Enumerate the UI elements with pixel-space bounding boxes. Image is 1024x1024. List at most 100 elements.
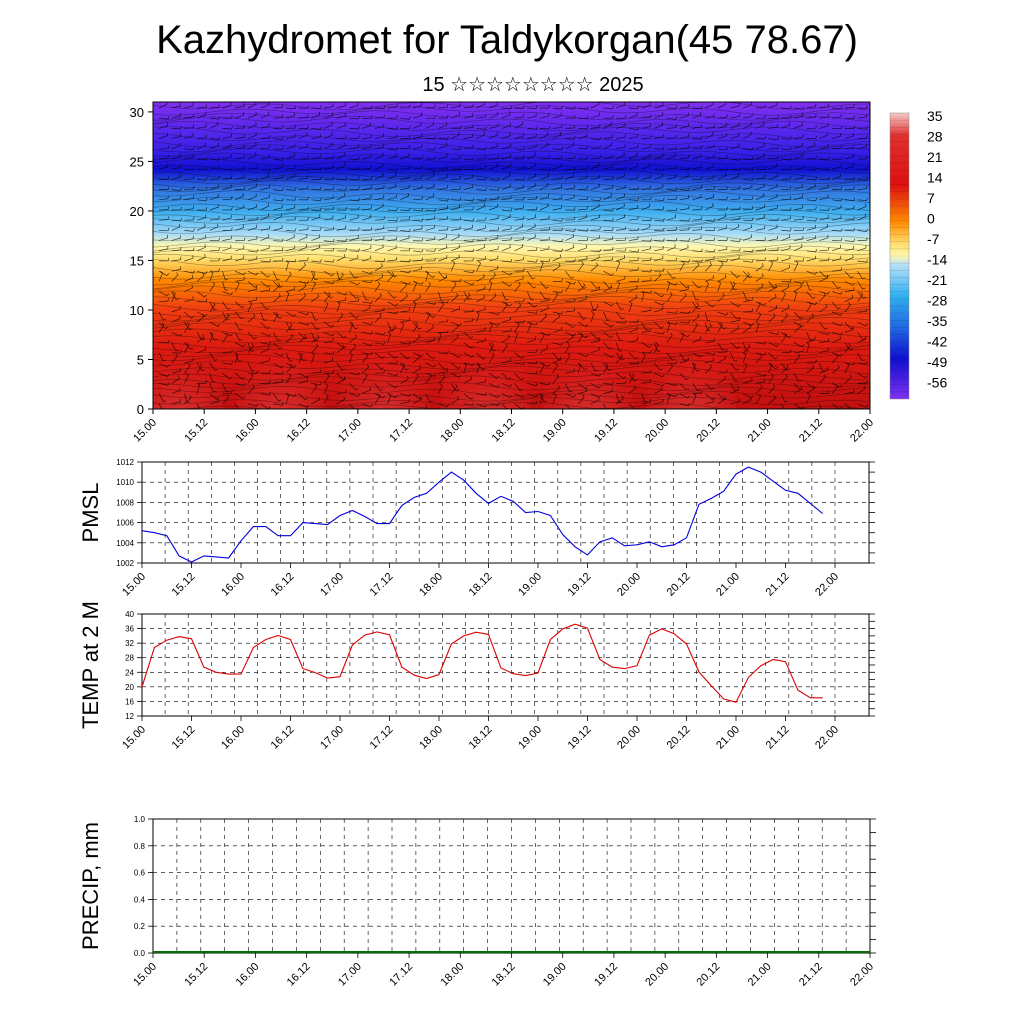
wind-barb [666, 363, 674, 374]
wind-barb [336, 332, 347, 339]
wind-barb [806, 235, 816, 241]
wind-barb [768, 384, 776, 394]
wind-barb [717, 322, 723, 333]
wind-barb [362, 214, 372, 221]
wind-barb [298, 352, 303, 364]
wind-barb [476, 362, 481, 374]
wind-barb [374, 292, 382, 303]
wind-barb [324, 176, 335, 181]
wind-barb [311, 293, 320, 303]
wind-barb [285, 311, 297, 317]
wind-barb [222, 361, 233, 365]
wind-barb [552, 205, 563, 211]
wind-barb [819, 331, 830, 336]
wind-barb [717, 355, 727, 364]
wind-barb [400, 104, 411, 109]
wind-barb [768, 305, 778, 313]
wind-barb [857, 143, 867, 150]
wind-barb [755, 135, 767, 140]
wind-barb [730, 373, 739, 382]
wind-barb [247, 313, 256, 323]
wind-barb [857, 166, 868, 171]
wind-barb [158, 271, 164, 282]
wind-barb [438, 142, 448, 150]
wind-barb [438, 383, 443, 394]
precip-x-tick-label: 15.12 [182, 961, 210, 989]
wind-barb [196, 234, 207, 241]
wind-barb [654, 245, 664, 252]
wind-barb [552, 155, 563, 160]
wind-barb [552, 289, 564, 293]
wind-barb [819, 257, 830, 262]
wind-barb [222, 102, 232, 109]
wind-barb [679, 402, 691, 407]
wind-barb [831, 332, 843, 336]
wind-barb [730, 102, 740, 109]
wind-barb [222, 235, 232, 241]
precip-x-tick-label: 20.00 [643, 961, 671, 989]
wind-barb [705, 237, 716, 241]
wind-barb [184, 342, 194, 350]
wind-barb [565, 334, 574, 343]
wind-barb [514, 256, 525, 262]
wind-barb [158, 322, 165, 333]
y-tick-label: 10 [130, 303, 144, 318]
wind-barb [527, 223, 536, 231]
wind-barb [260, 258, 272, 263]
wind-barb [362, 122, 372, 129]
wind-barb [806, 125, 817, 129]
wind-barb [615, 352, 625, 361]
wind-barb [336, 112, 346, 119]
wind-barb [552, 278, 563, 282]
wind-barb [425, 136, 436, 140]
warm-spot-2 [338, 314, 429, 409]
wind-barb [400, 144, 411, 150]
wind-barb [438, 226, 449, 231]
contour-line [153, 169, 870, 180]
wind-barb [819, 156, 830, 160]
wind-barb [247, 224, 257, 231]
wind-barb [666, 146, 678, 150]
wind-barb [781, 255, 791, 262]
wind-barb [501, 163, 511, 170]
wind-barb [806, 155, 817, 160]
wind-barb [565, 216, 576, 221]
wind-barb [438, 216, 449, 221]
wind-barb [857, 197, 868, 201]
wind-barb [438, 362, 448, 371]
wind-barb [184, 357, 194, 364]
wind-barb [374, 114, 385, 119]
wind-barb [539, 281, 549, 289]
wind-barb [209, 383, 217, 393]
wind-barb [590, 248, 602, 253]
wind-barb [374, 105, 386, 110]
wind-barb [196, 272, 205, 282]
wind-barb [781, 284, 790, 292]
contour-line [153, 190, 870, 201]
wind-barb [171, 195, 182, 201]
wind-barb [400, 282, 408, 292]
wind-barb [324, 215, 334, 221]
wind-barb [285, 286, 296, 292]
wind-barb [171, 387, 181, 394]
wind-barb [412, 393, 423, 400]
wind-barb [476, 187, 487, 191]
wind-barb [311, 126, 322, 130]
wind-barb [412, 354, 421, 364]
wind-barb [489, 255, 499, 262]
wind-barb [488, 272, 496, 282]
wind-barb [158, 339, 170, 344]
wind-barb [793, 260, 799, 272]
wind-barb [425, 362, 437, 368]
wind-barb [527, 382, 538, 387]
wind-barb [451, 225, 461, 231]
wind-barb [539, 215, 550, 221]
wind-barb [463, 291, 472, 300]
wind-barb [705, 338, 715, 343]
wind-barb [235, 224, 245, 231]
wind-barb [781, 304, 790, 313]
wind-barb [539, 125, 551, 130]
wind-barb [806, 359, 817, 364]
wind-barb [857, 237, 868, 241]
wind-barb [628, 301, 633, 313]
